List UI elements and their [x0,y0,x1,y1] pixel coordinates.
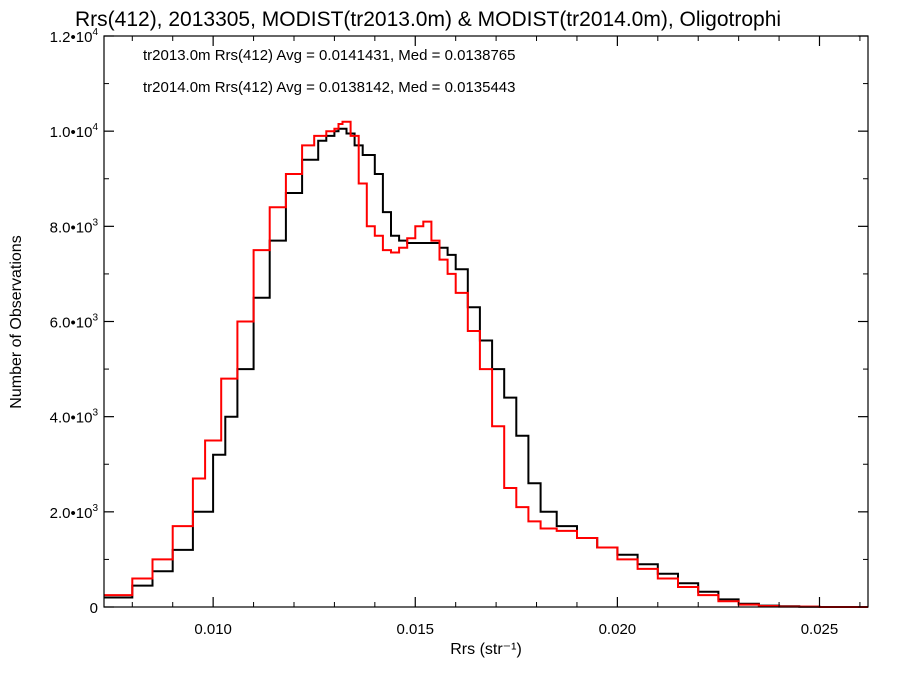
series-1-line [104,120,868,608]
legend-entry-tr2013: tr2013.0m Rrs(412) Avg = 0.0141431, Med … [143,47,515,64]
y-tick-label: 1.2•104 [50,27,99,46]
x-axis-label: Rrs (str⁻¹) [450,641,522,658]
plot-frame [103,35,869,608]
y-tick-label: 1.0•104 [50,122,99,141]
x-axis: 0.010 0.015 0.020 0.025 [131,36,861,638]
y-tick-label: 2.0•103 [50,503,99,522]
y-tick-label: 0 [90,600,98,617]
y-tick-label: 8.0•103 [50,217,99,236]
x-tick-label: 0.015 [396,621,434,638]
y-axis: 0 2.0•103 4.0•103 6.0•103 8.0•103 1.0•104 1.2•… [50,27,868,617]
series-0-line [104,127,868,608]
plot-area [104,120,868,608]
chart-title: Rrs(412), 2013305, MODIST(tr2013.0m) & M… [75,8,781,31]
x-tick-label: 0.010 [194,621,232,638]
y-tick-label: 4.0•103 [50,408,99,427]
x-tick-label: 0.020 [599,621,637,638]
legend-entry-tr2014: tr2014.0m Rrs(412) Avg = 0.0138142, Med … [143,79,515,96]
y-axis-label: Number of Observations [8,235,25,408]
y-tick-label: 6.0•103 [50,313,99,332]
x-tick-label: 0.025 [801,621,839,638]
